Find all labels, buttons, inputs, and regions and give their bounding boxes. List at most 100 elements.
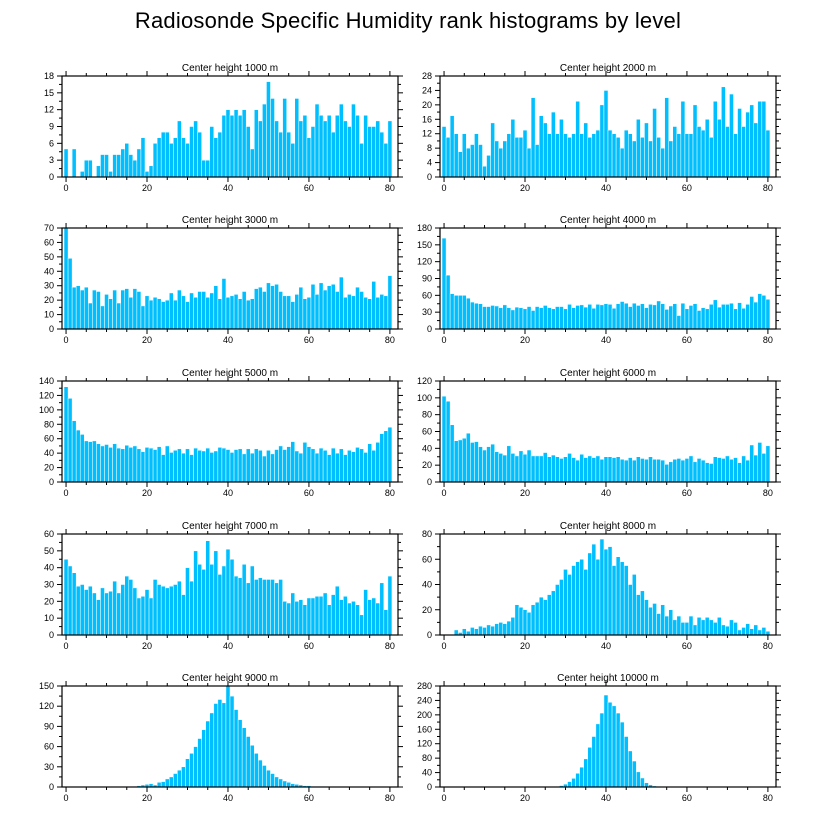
bar <box>482 449 487 483</box>
y-tick-label: 0 <box>49 782 54 792</box>
bar <box>595 129 601 178</box>
bar <box>632 574 637 636</box>
bar <box>510 119 516 178</box>
bar <box>379 131 385 178</box>
bar <box>132 587 138 636</box>
bar <box>717 457 722 483</box>
bar <box>128 579 134 636</box>
bar <box>599 459 605 483</box>
panel-title: Center height 4000 m <box>560 215 656 226</box>
bar <box>249 148 255 178</box>
bar <box>619 147 625 178</box>
bars <box>63 227 393 330</box>
bar <box>636 305 641 330</box>
bar <box>193 746 198 788</box>
bar <box>209 564 215 636</box>
bar <box>100 587 105 636</box>
bar <box>387 120 393 178</box>
bar <box>92 592 97 636</box>
bar <box>632 459 637 483</box>
bar <box>92 289 97 330</box>
x-tick-label: 20 <box>142 335 152 345</box>
panel-5: Center height 5000 m 0 20 40 60 80 0 20 40 60 80 10… <box>39 368 403 498</box>
ticks <box>57 376 403 487</box>
y-tick-label: 0 <box>49 477 54 487</box>
bar <box>595 455 601 483</box>
bar <box>205 297 211 330</box>
bar <box>502 304 508 330</box>
x-tick-label: 0 <box>64 641 69 651</box>
bar <box>310 126 316 178</box>
bar <box>502 140 508 178</box>
bar <box>63 227 69 330</box>
y-tick-label: 20 <box>44 463 54 473</box>
bar <box>359 143 364 178</box>
bar <box>306 446 312 483</box>
bar <box>700 459 706 483</box>
bar <box>136 148 142 178</box>
bar <box>294 450 300 483</box>
bar <box>684 458 690 483</box>
bar <box>205 159 211 178</box>
bar <box>623 302 629 330</box>
y-tick-label: 20 <box>422 605 432 615</box>
bar <box>745 623 750 636</box>
bar <box>249 745 255 788</box>
y-tick-label: 0 <box>427 630 432 640</box>
bar <box>579 453 584 483</box>
x-tick-label: 60 <box>304 641 314 651</box>
bar <box>696 617 702 636</box>
bar <box>173 450 178 483</box>
bar <box>339 599 344 636</box>
panel-2: Center height 2000 m 0 20 40 60 80 0 4 8 12 16 20 24… <box>422 63 781 193</box>
bar <box>486 306 491 330</box>
panel-10: Center height 10000 m 0 20 40 60 80 0 40 80 120 16… <box>417 673 781 803</box>
y-tick-label: 10 <box>44 613 54 623</box>
bar <box>314 103 320 178</box>
panel-title: Center height 5000 m <box>182 368 278 379</box>
x-tick-label: 0 <box>64 335 69 345</box>
bar <box>757 101 763 178</box>
y-tick-label: 90 <box>422 274 432 284</box>
bar <box>668 140 674 178</box>
bar <box>619 301 625 330</box>
x-tick-label: 20 <box>520 488 530 498</box>
bar <box>177 769 182 788</box>
bar <box>241 291 247 330</box>
bar <box>164 778 170 788</box>
bar <box>217 447 223 483</box>
bar <box>518 137 524 178</box>
bar <box>599 104 605 178</box>
bar <box>607 129 613 178</box>
bar <box>310 448 316 483</box>
bar <box>116 154 121 178</box>
bar <box>542 122 548 178</box>
bar <box>470 627 475 636</box>
bar <box>169 292 174 330</box>
bar <box>445 137 451 178</box>
bar <box>84 286 89 330</box>
bar <box>152 297 158 330</box>
y-tick-label: 80 <box>422 410 432 420</box>
bar <box>713 456 718 483</box>
bar <box>193 120 198 178</box>
bar <box>486 446 491 483</box>
bar <box>713 622 718 636</box>
bar <box>542 599 548 636</box>
bar <box>221 115 227 178</box>
bar <box>656 137 661 178</box>
bar <box>302 298 308 330</box>
bar <box>229 695 235 788</box>
bar <box>579 304 584 330</box>
y-tick-label: 28 <box>422 71 432 81</box>
bar <box>757 293 763 330</box>
y-tick-label: 0 <box>49 172 54 182</box>
bar <box>245 448 251 483</box>
bar <box>599 538 605 636</box>
bar <box>383 295 389 330</box>
bar <box>116 302 121 330</box>
bars <box>63 81 393 178</box>
bar <box>67 398 73 483</box>
bar <box>306 137 312 178</box>
bar <box>306 297 312 330</box>
